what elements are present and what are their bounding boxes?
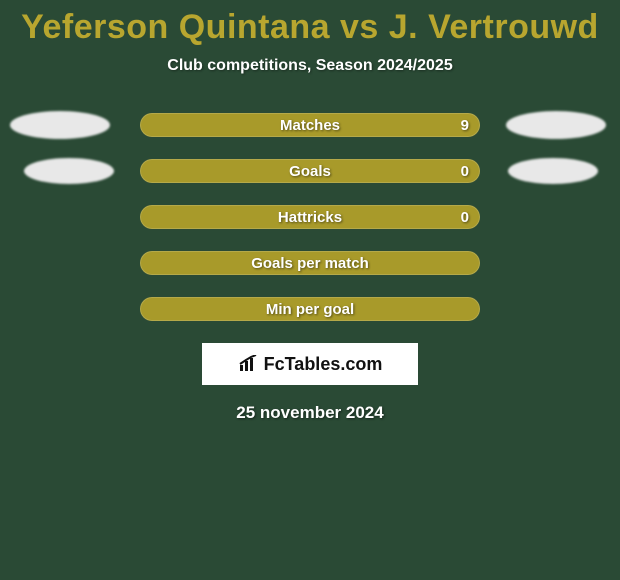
stat-bar: Hattricks 0	[140, 205, 480, 229]
stat-row-matches: Matches 9	[0, 113, 620, 137]
page-title: Yeferson Quintana vs J. Vertrouwd	[0, 8, 620, 47]
bar-wrap: Goals per match	[140, 251, 480, 275]
comparison-card: Yeferson Quintana vs J. Vertrouwd Club c…	[0, 0, 620, 423]
stat-bar: Goals 0	[140, 159, 480, 183]
stat-value-right: 0	[461, 163, 469, 180]
stat-bar: Goals per match	[140, 251, 480, 275]
bar-wrap: Matches 9	[140, 113, 480, 137]
right-value-ellipse	[508, 158, 598, 184]
stat-bar: Matches 9	[140, 113, 480, 137]
logo-text: FcTables.com	[264, 354, 383, 375]
stat-row-goals: Goals 0	[0, 159, 620, 183]
left-value-ellipse	[10, 111, 110, 139]
chart-icon	[238, 355, 260, 373]
stat-label: Goals	[289, 163, 331, 180]
stat-value-right: 0	[461, 209, 469, 226]
right-value-ellipse	[506, 111, 606, 139]
bar-wrap: Goals 0	[140, 159, 480, 183]
stat-row-goals-per-match: Goals per match	[0, 251, 620, 275]
subtitle: Club competitions, Season 2024/2025	[0, 57, 620, 75]
stat-value-right: 9	[461, 117, 469, 134]
stat-label: Min per goal	[266, 301, 354, 318]
stat-bar: Min per goal	[140, 297, 480, 321]
left-value-ellipse	[24, 158, 114, 184]
bar-wrap: Hattricks 0	[140, 205, 480, 229]
logo-box: FcTables.com	[202, 343, 418, 385]
bar-wrap: Min per goal	[140, 297, 480, 321]
stat-label: Matches	[280, 117, 340, 134]
stat-row-min-per-goal: Min per goal	[0, 297, 620, 321]
stat-label: Goals per match	[251, 255, 369, 272]
stat-label: Hattricks	[278, 209, 342, 226]
footer-date: 25 november 2024	[0, 403, 620, 423]
stat-row-hattricks: Hattricks 0	[0, 205, 620, 229]
